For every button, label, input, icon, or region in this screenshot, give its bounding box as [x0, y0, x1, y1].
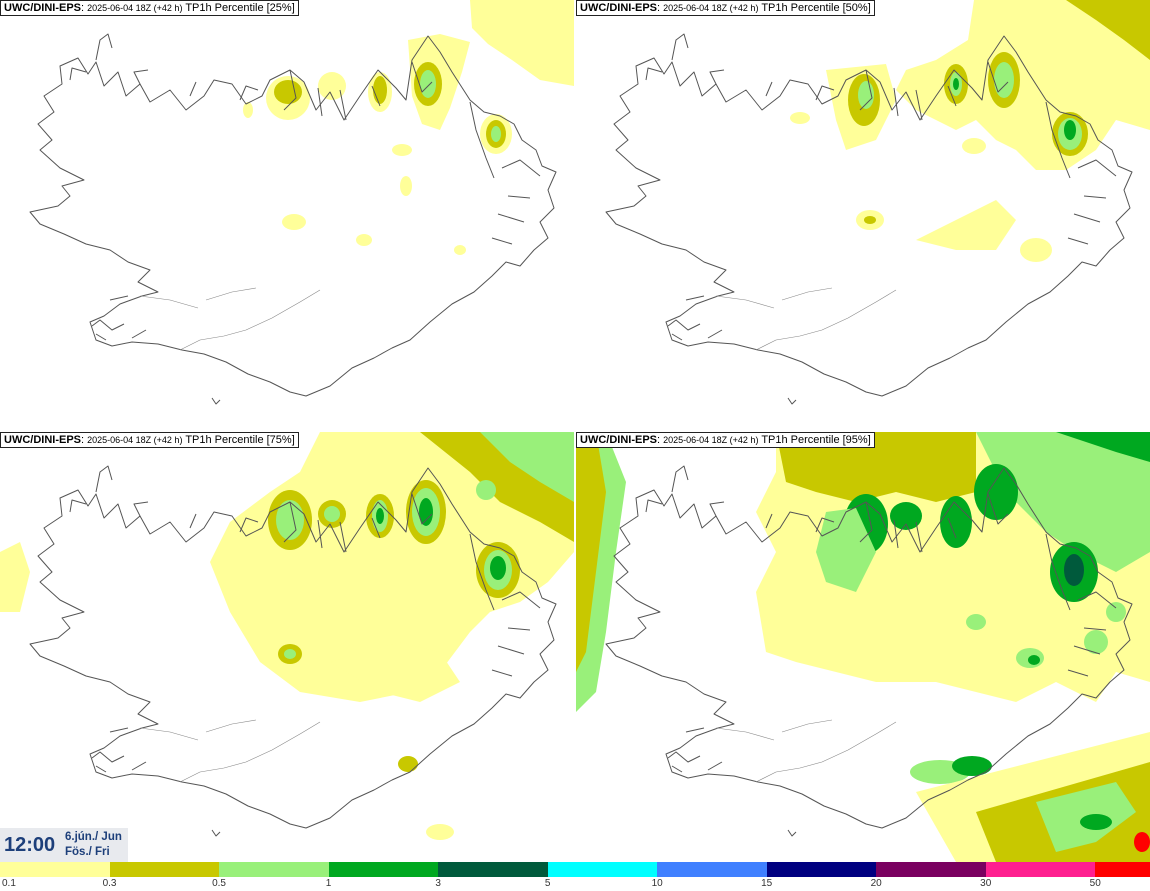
legend-tick-label: 15 [761, 878, 773, 889]
legend-tick-label: 1 [325, 878, 332, 889]
legend-tick-label: 20 [870, 878, 882, 889]
legend-tick-label: 5 [544, 878, 551, 889]
legend-swatch [1095, 862, 1150, 877]
map-panel-p50[interactable]: UWC/DINI-EPS: 2025-06-04 18Z (+42 h) TP1… [576, 0, 1150, 430]
legend-tick-label: 10 [651, 878, 663, 889]
legend-swatch [876, 862, 986, 877]
map-panel-p75[interactable]: UWC/DINI-EPS: 2025-06-04 18Z (+42 h) TP1… [0, 432, 574, 862]
panel-title: UWC/DINI-EPS: 2025-06-04 18Z (+42 h) TP1… [576, 0, 875, 16]
legend-swatch [0, 862, 110, 877]
legend-swatch [219, 862, 329, 877]
map-panel-p25[interactable]: UWC/DINI-EPS: 2025-06-04 18Z (+42 h) TP1… [0, 0, 574, 430]
legend-tick-label: 30 [980, 878, 992, 889]
legend-swatch [657, 862, 767, 877]
panel-divider [0, 430, 1150, 432]
legend-swatch [438, 862, 548, 877]
color-legend: 0.1 0.3 0.5 1 3 5 10 15 20 30 50 [0, 862, 1150, 891]
precip-map [605, 0, 1150, 405]
panel-title: UWC/DINI-EPS: 2025-06-04 18Z (+42 h) TP1… [0, 432, 299, 448]
valid-date: 6.jún./ Jun [65, 831, 122, 843]
panel-title: UWC/DINI-EPS: 2025-06-04 18Z (+42 h) TP1… [576, 432, 875, 448]
legend-tick-label: 0.5 [212, 878, 226, 889]
precip-map [0, 432, 574, 840]
legend-tick-label: 0.1 [2, 878, 16, 889]
legend-tick-label: 50 [1089, 878, 1101, 889]
panel-title: UWC/DINI-EPS: 2025-06-04 18Z (+42 h) TP1… [0, 0, 299, 16]
map-panel-p95[interactable]: UWC/DINI-EPS: 2025-06-04 18Z (+42 h) TP1… [576, 432, 1150, 862]
legend-tick-label: 0.3 [102, 878, 117, 889]
legend-swatch [328, 862, 439, 877]
legend-tick-label: 3 [435, 878, 441, 889]
legend-swatch [547, 862, 658, 877]
valid-time-clock: 12:00 [4, 834, 56, 856]
precip-map [29, 0, 574, 405]
legend-swatch [985, 862, 1096, 877]
precip-map [576, 432, 1150, 862]
valid-day: Fös./ Fri [65, 846, 110, 858]
legend-swatch [766, 862, 877, 877]
legend-swatch [109, 862, 220, 877]
valid-time-box: 12:00 6.jún./ Jun Fös./ Fri [0, 828, 128, 862]
